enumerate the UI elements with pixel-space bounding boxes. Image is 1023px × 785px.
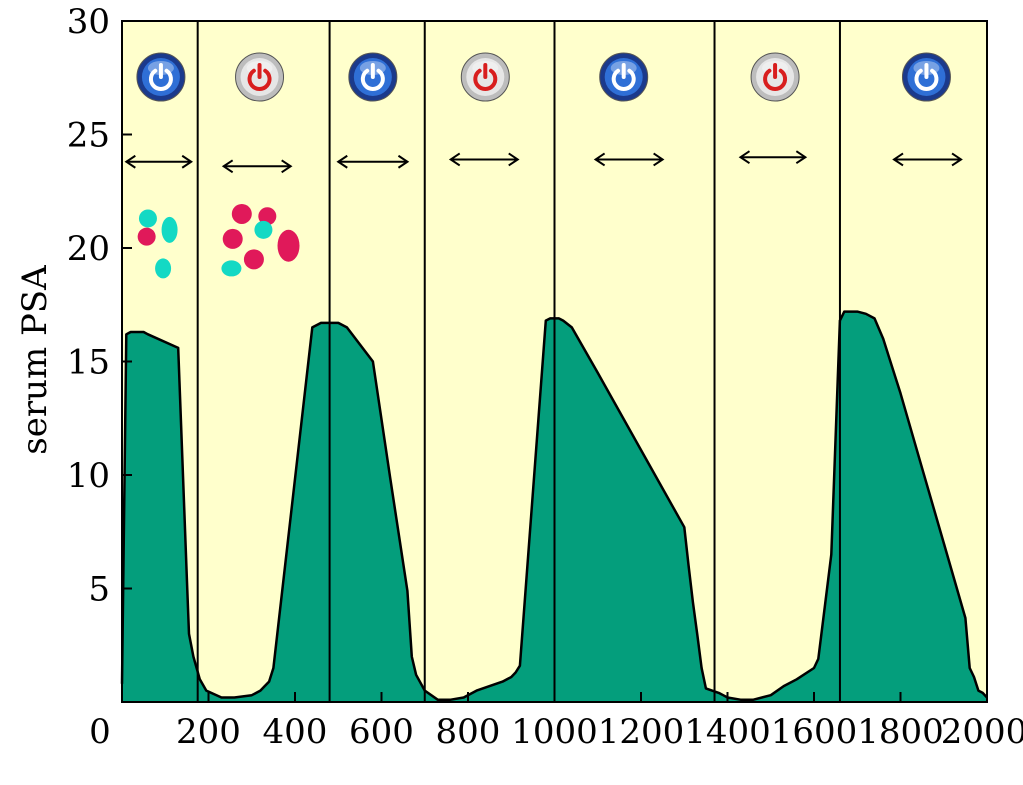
power-on-blue-icon bbox=[599, 52, 649, 102]
red-cell-5 bbox=[258, 207, 277, 226]
y-tick-label-4: 25 bbox=[67, 116, 110, 156]
y-tick-label-0: 5 bbox=[88, 570, 110, 610]
y-tick-label-1: 10 bbox=[67, 456, 110, 496]
x-tick-label-1: 200 bbox=[176, 712, 241, 752]
power-on-blue-icon bbox=[348, 52, 398, 102]
x-tick-label-5: 1000 bbox=[511, 712, 598, 752]
cyan-cell-6 bbox=[254, 220, 273, 239]
x-tick-label-0: 0 bbox=[89, 712, 111, 752]
cell-clusters bbox=[137, 203, 300, 279]
red-cell-7 bbox=[222, 228, 243, 249]
double-arrow-3 bbox=[448, 152, 520, 167]
cyan-cell-10 bbox=[221, 260, 242, 277]
double-arrow-2 bbox=[336, 154, 410, 169]
x-tick-label-9: 1800 bbox=[857, 712, 944, 752]
red-cell-1 bbox=[137, 227, 156, 246]
x-tick-label-4: 800 bbox=[436, 712, 501, 752]
power-on-red-icon bbox=[460, 52, 510, 102]
x-tick-label-2: 400 bbox=[263, 712, 328, 752]
x-tick-label-7: 1400 bbox=[684, 712, 771, 752]
double-arrow-0 bbox=[124, 154, 194, 169]
cyan-cell-2 bbox=[161, 216, 178, 243]
red-cell-8 bbox=[277, 229, 300, 262]
series-line-0 bbox=[120, 310, 988, 701]
power-off-red-icon bbox=[235, 52, 285, 102]
power-on-blue-icon bbox=[901, 52, 951, 102]
y-tick-label-2: 15 bbox=[67, 343, 110, 383]
phase-icons bbox=[136, 52, 951, 102]
double-arrow-1 bbox=[221, 159, 293, 174]
x-tick-label-8: 1600 bbox=[771, 712, 858, 752]
double-arrow-4 bbox=[593, 152, 665, 167]
x-tick-label-10: 2000 bbox=[941, 712, 1023, 752]
cyan-cell-3 bbox=[155, 258, 172, 279]
double-arrow-5 bbox=[738, 150, 808, 165]
y-axis-title: serum PSA bbox=[15, 265, 55, 455]
x-tick-label-3: 600 bbox=[349, 712, 414, 752]
y-tick-label-5: 30 bbox=[67, 2, 110, 42]
phase-arrows bbox=[124, 150, 963, 174]
double-arrow-6 bbox=[892, 152, 963, 167]
power-on-red-icon bbox=[750, 52, 800, 102]
x-tick-label-6: 1200 bbox=[598, 712, 685, 752]
y-tick-label-3: 20 bbox=[67, 229, 110, 269]
red-cell-4 bbox=[231, 203, 252, 224]
red-cell-9 bbox=[243, 249, 264, 270]
cyan-cell-0 bbox=[138, 209, 157, 228]
phase-boundaries bbox=[196, 21, 841, 702]
power-on-blue-icon bbox=[136, 52, 186, 102]
